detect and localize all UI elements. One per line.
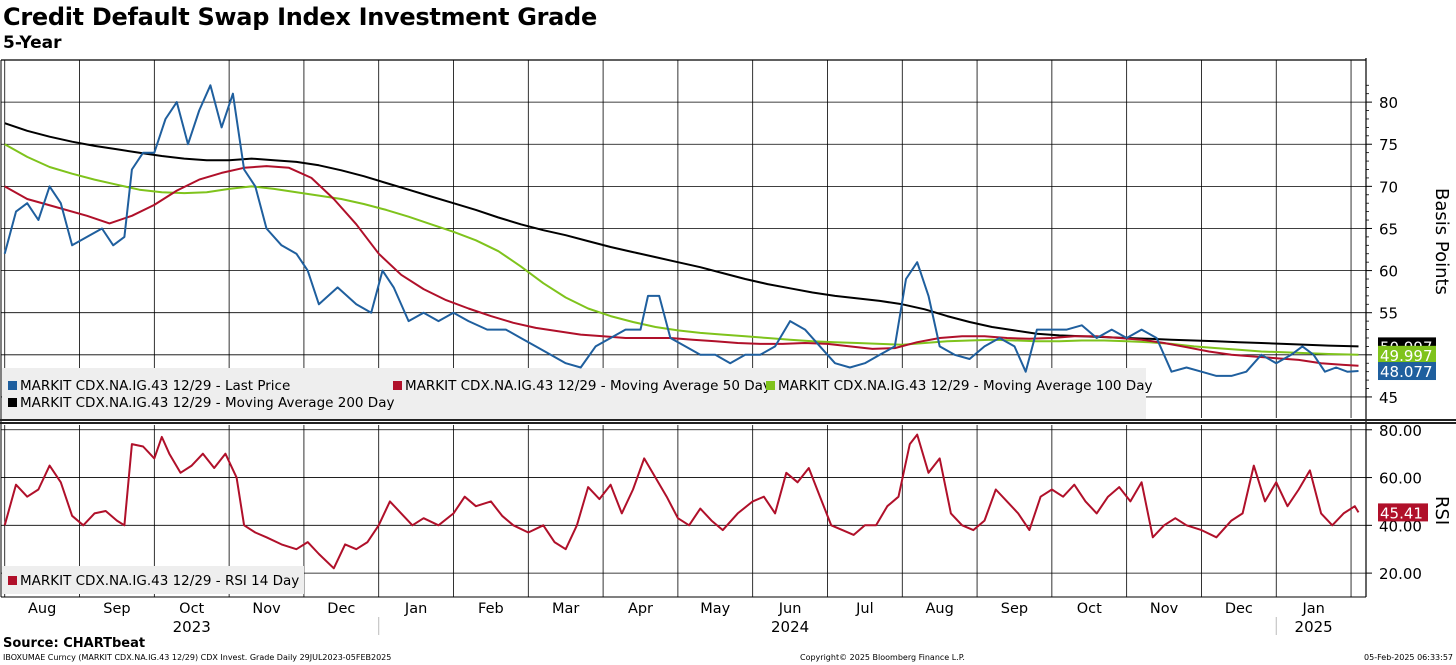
rsi-legend-swatch [8, 576, 17, 585]
legend-entry: MARKIT CDX.NA.IG.43 12/29 - Moving Avera… [20, 395, 394, 411]
x-month-label: Nov [252, 601, 281, 617]
source-note: Source: CHARTbeat [3, 636, 146, 651]
end-value-label: 48.077 [1380, 363, 1433, 381]
legend-swatch [8, 381, 17, 390]
rsi-axis-title: RSI [1431, 496, 1452, 525]
rsi-y-tick-label: 60.00 [1379, 470, 1422, 488]
x-month-label: Sep [103, 601, 130, 617]
x-month-label: Dec [327, 601, 355, 617]
x-year-label: 2023 [173, 618, 211, 636]
legend-swatch [766, 381, 775, 390]
x-month-label: Jan [1301, 601, 1324, 617]
rsi-y-tick-label: 80.00 [1379, 422, 1422, 440]
legend-entry: MARKIT CDX.NA.IG.43 12/29 - Moving Avera… [405, 378, 771, 394]
x-month-label: Nov [1150, 601, 1179, 617]
x-month-label: May [700, 601, 730, 617]
footer-timestamp: 05-Feb-2025 06:33:57 [1364, 653, 1453, 662]
x-month-label: Dec [1225, 601, 1253, 617]
x-month-label: Jun [778, 601, 802, 617]
x-month-label: Apr [628, 601, 653, 617]
rsi-end-value-label: 45.41 [1380, 504, 1423, 522]
legend-entry: MARKIT CDX.NA.IG.43 12/29 - Last Price [20, 378, 290, 394]
x-year-label: 2025 [1295, 618, 1333, 636]
chart-frame: 807570656055504580.0060.0040.0020.00Basi… [0, 58, 1456, 636]
x-month-label: Mar [552, 601, 579, 617]
y-tick-label: 45 [1379, 389, 1398, 407]
y-tick-label: 75 [1379, 136, 1398, 154]
legend-swatch [8, 398, 17, 407]
footer-copyright: Copyright© 2025 Bloomberg Finance L.P. [800, 653, 965, 662]
rsi-y-tick-label: 20.00 [1379, 565, 1422, 583]
y-axis-title: Basis Points [1431, 188, 1452, 295]
series-line-moving-average-100-day [4, 143, 1359, 356]
y-tick-label: 70 [1379, 178, 1398, 196]
x-month-label: Aug [28, 601, 56, 617]
end-value-label: 49.997 [1380, 347, 1433, 365]
grid [1, 60, 1366, 597]
legend-box [2, 368, 1146, 420]
legend-entry: MARKIT CDX.NA.IG.43 12/29 - Moving Avera… [778, 378, 1152, 394]
y-tick-label: 60 [1379, 263, 1398, 281]
chart-subtitle: 5-Year [3, 33, 62, 53]
x-month-label: Aug [926, 601, 954, 617]
x-month-label: Jan [404, 601, 427, 617]
x-month-label: Sep [1001, 601, 1028, 617]
y-tick-label: 80 [1379, 94, 1398, 112]
x-month-label: Feb [478, 601, 504, 617]
legend-swatch [393, 381, 402, 390]
end-value-tag [1378, 362, 1436, 381]
series-line-rsi-14-day [3, 433, 1360, 570]
y-tick-label: 65 [1379, 220, 1398, 238]
x-month-label: Oct [179, 601, 204, 617]
rsi-y-tick-label: 40.00 [1379, 517, 1422, 535]
chart-title: Credit Default Swap Index Investment Gra… [3, 3, 597, 31]
end-value-tag [1378, 345, 1436, 364]
series-line-last-price [3, 84, 1359, 377]
y-tick-label: 55 [1379, 305, 1398, 323]
rsi-legend-box [2, 566, 304, 594]
rsi-legend-entry: MARKIT CDX.NA.IG.43 12/29 - RSI 14 Day [20, 573, 299, 589]
x-year-label: 2024 [771, 618, 809, 636]
rsi-end-value-tag [1378, 503, 1428, 522]
series-line-moving-average-50-day [4, 165, 1359, 367]
series-lines [3, 84, 1360, 570]
x-month-label: Jul [855, 601, 874, 617]
footer-security-info: IBOXUMAE Curncy (MARKIT CDX.NA.IG.43 12/… [3, 653, 392, 662]
x-month-label: Oct [1077, 601, 1102, 617]
